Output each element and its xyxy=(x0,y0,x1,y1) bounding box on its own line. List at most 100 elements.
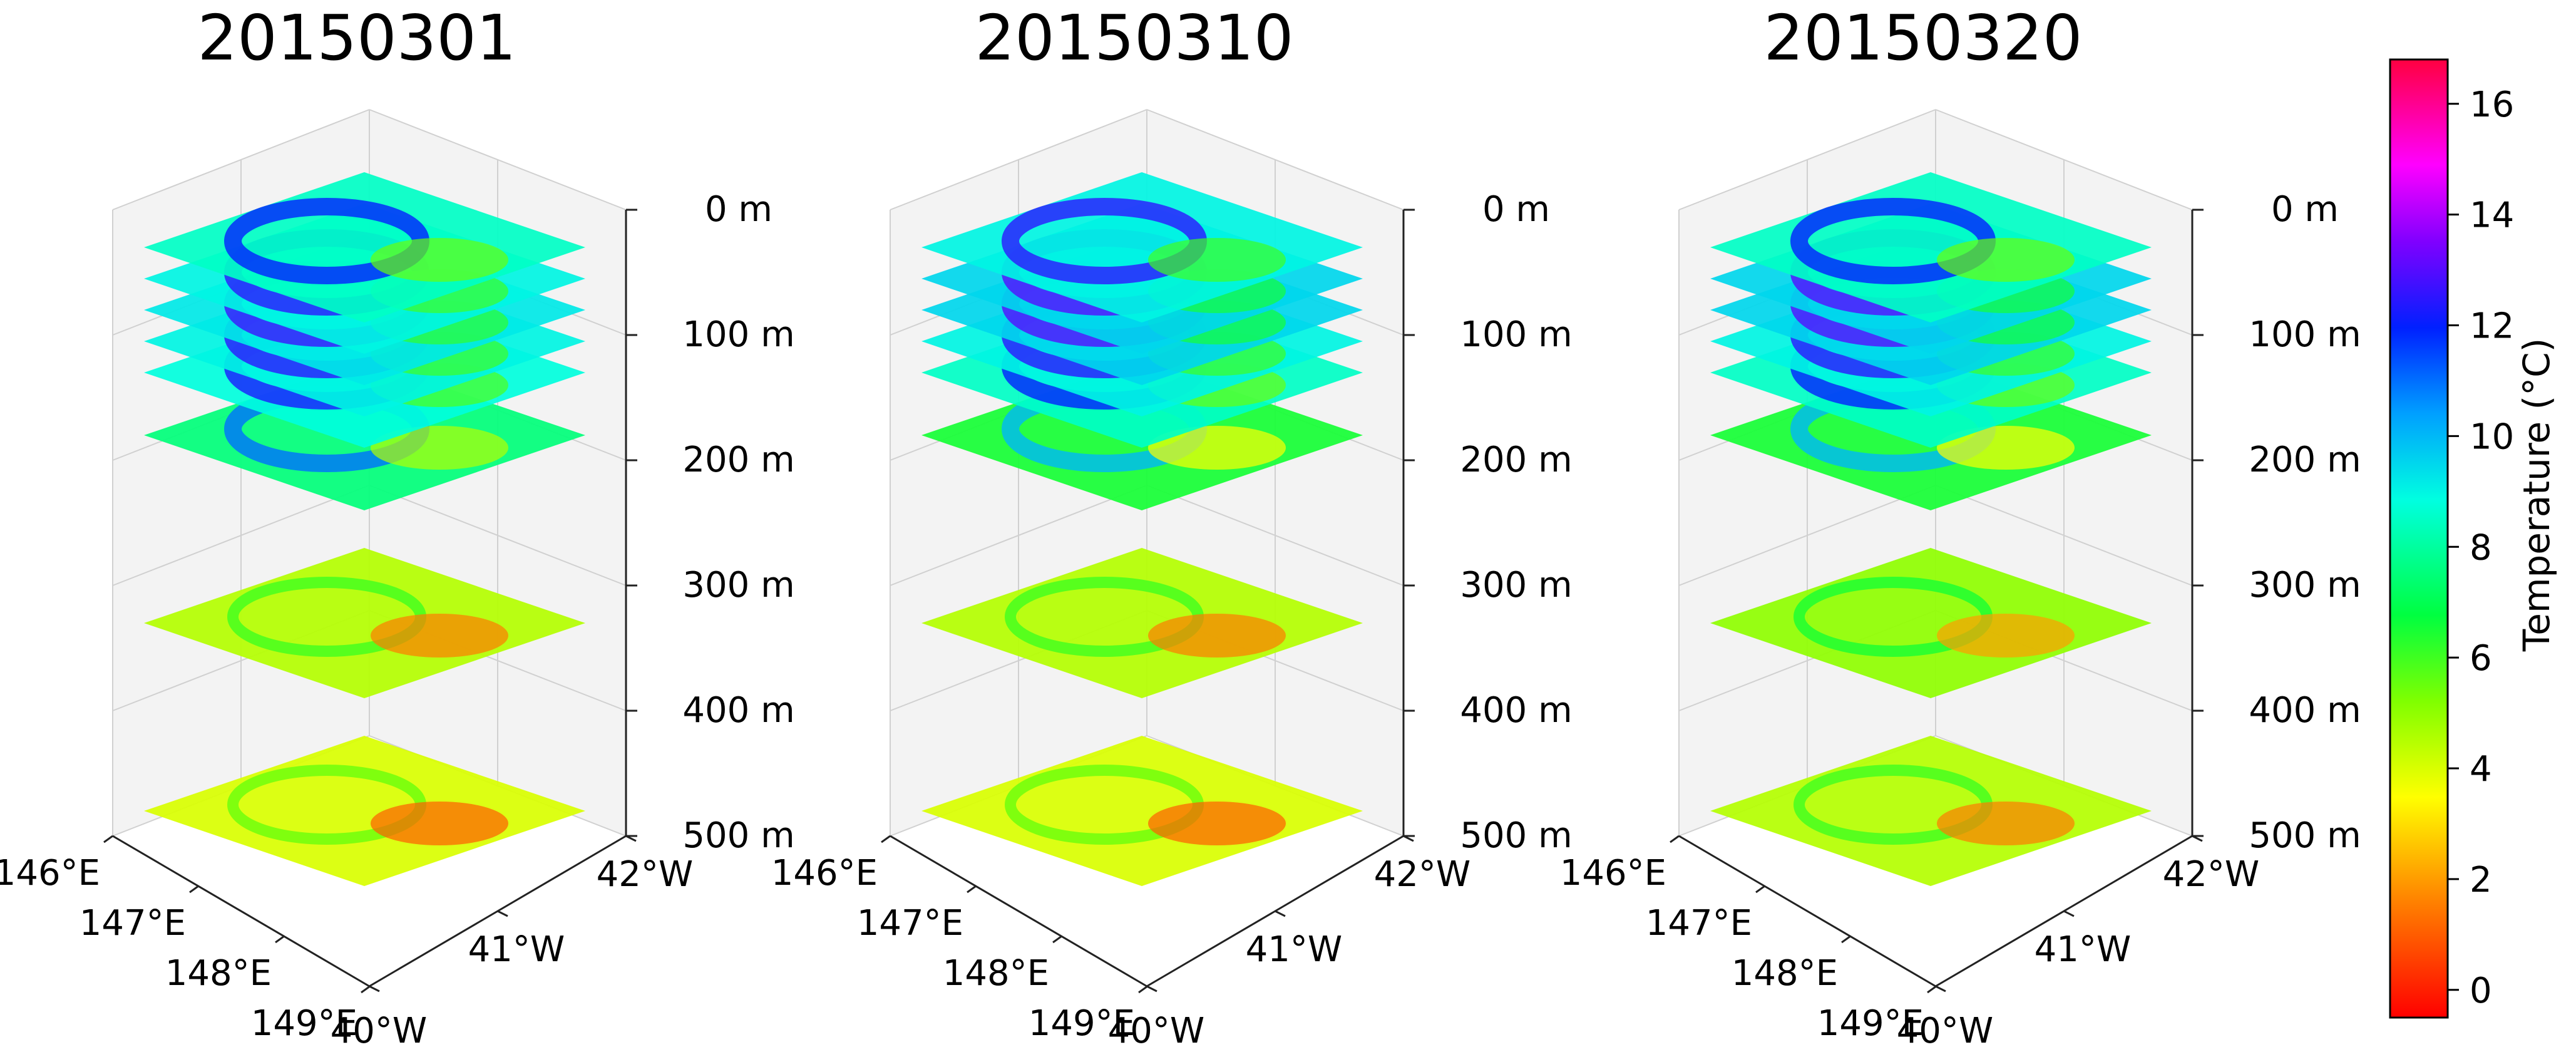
x-tick xyxy=(103,835,113,843)
slice-warm-patch xyxy=(1148,426,1286,470)
z-tick-label: 500 m xyxy=(682,815,794,856)
y-tick-label: 42°W xyxy=(1374,854,1471,895)
x-tick xyxy=(361,985,371,994)
z-tick-label: 100 m xyxy=(1460,314,1572,355)
depth-slice xyxy=(1710,548,2152,698)
panel-20150310: 0 m 100 m 200 m 300 m 400 m 500 m 146°E 147°E 14… xyxy=(771,109,1573,1047)
x-tick-label: 148°E xyxy=(1732,953,1838,994)
panel-title-20150301: 20150301 xyxy=(198,1,516,75)
colorbar-tick-label: 2 xyxy=(2470,860,2492,900)
z-tick-label: 300 m xyxy=(1460,565,1572,606)
colorbar-tick-label: 10 xyxy=(2470,416,2514,457)
grid-line xyxy=(1678,109,1936,210)
panel-title-20150310: 20150310 xyxy=(975,1,1294,75)
colorbar-label: Temperature (°C) xyxy=(2515,338,2558,652)
y-tick xyxy=(497,910,508,917)
y-tick-label: 40°W xyxy=(1108,1011,1205,1047)
y-tick xyxy=(369,985,380,993)
z-tick-label: 100 m xyxy=(682,314,794,355)
x-tick-label: 147°E xyxy=(857,903,963,944)
y-tick-label: 41°W xyxy=(2035,929,2132,970)
x-axis xyxy=(890,835,1147,988)
slice-warm-patch xyxy=(1148,614,1286,658)
z-tick-label: 100 m xyxy=(2249,314,2361,355)
panel-20150320: 0 m 100 m 200 m 300 m 400 m 500 m 146°E 147°E 14… xyxy=(1560,109,2361,1047)
x-tick-label: 149°E xyxy=(1029,1003,1135,1044)
x-tick xyxy=(1670,835,1680,843)
colorbar-tick-label: 16 xyxy=(2470,85,2514,125)
y-tick-label: 40°W xyxy=(1897,1011,1994,1047)
slice-warm-patch xyxy=(1937,238,2075,282)
z-tick-label: 400 m xyxy=(1460,690,1572,731)
colorbar-tick-label: 6 xyxy=(2470,638,2492,679)
slice-warm-patch xyxy=(371,614,508,658)
slice-warm-patch xyxy=(371,426,508,470)
y-tick-label: 42°W xyxy=(2163,854,2260,895)
colorbar-tick-label: 14 xyxy=(2470,195,2514,236)
z-tick-label: 0 m xyxy=(705,189,772,230)
x-tick-label: 149°E xyxy=(1817,1003,1924,1044)
colorbar-tick-label: 12 xyxy=(2470,306,2514,347)
y-tick xyxy=(1146,985,1157,993)
slice-warm-patch xyxy=(1937,426,2075,470)
x-tick xyxy=(1927,985,1937,994)
x-tick xyxy=(1138,985,1148,994)
y-tick-label: 42°W xyxy=(597,854,694,895)
x-tick xyxy=(881,835,891,843)
x-axis xyxy=(112,835,370,988)
slice-warm-patch xyxy=(371,238,508,282)
x-tick xyxy=(1052,935,1062,944)
depth-slice xyxy=(1710,736,2152,886)
x-tick xyxy=(967,885,977,894)
y-tick xyxy=(625,835,637,842)
z-tick-label: 200 m xyxy=(2249,440,2361,480)
x-axis xyxy=(1678,835,1936,988)
x-tick-label: 146°E xyxy=(0,853,100,894)
depth-slice xyxy=(921,548,1363,698)
y-tick xyxy=(1403,835,1414,842)
x-tick-label: 146°E xyxy=(771,853,878,894)
slice-warm-patch xyxy=(1148,238,1286,282)
slice-warm-patch xyxy=(1937,614,2075,658)
z-tick-label: 300 m xyxy=(682,565,794,606)
x-tick xyxy=(275,935,285,944)
x-tick-label: 147°E xyxy=(80,903,186,944)
y-tick-label: 41°W xyxy=(1246,929,1343,970)
z-tick-label: 200 m xyxy=(1460,440,1572,480)
z-tick-label: 500 m xyxy=(2249,815,2361,856)
x-tick-label: 149°E xyxy=(251,1003,357,1044)
slice-warm-patch xyxy=(1937,802,2075,845)
z-tick-label: 0 m xyxy=(2271,189,2339,230)
y-tick-label: 40°W xyxy=(331,1011,428,1047)
z-tick-label: 400 m xyxy=(2249,690,2361,731)
grid-line xyxy=(890,109,1147,210)
y-tick xyxy=(1935,985,1946,993)
x-tick-label: 147°E xyxy=(1646,903,1752,944)
x-tick xyxy=(1841,935,1851,944)
depth-slices xyxy=(1710,172,2152,886)
slice-warm-patch xyxy=(1148,802,1286,845)
depth-slice xyxy=(921,736,1363,886)
z-tick-label: 500 m xyxy=(1460,815,1572,856)
depth-slices xyxy=(921,172,1363,886)
grid-line xyxy=(112,109,370,210)
y-tick xyxy=(1275,910,1286,917)
slice-warm-patch xyxy=(371,802,508,845)
x-tick xyxy=(189,885,199,894)
x-tick xyxy=(1755,885,1765,894)
panel-20150301: 0 m 100 m 200 m 300 m 400 m 500 m 146°E 147°E 14… xyxy=(0,109,795,1047)
z-tick-label: 0 m xyxy=(1482,189,1550,230)
x-tick-label: 146°E xyxy=(1560,853,1666,894)
colorbar-tick-label: 4 xyxy=(2470,749,2492,790)
depth-slice xyxy=(144,736,585,886)
x-tick-label: 148°E xyxy=(943,953,1049,994)
colorbar-tick-label: 0 xyxy=(2470,971,2492,1011)
colorbar-gradient xyxy=(2389,58,2449,1019)
z-tick-label: 400 m xyxy=(682,690,794,731)
y-tick-label: 41°W xyxy=(468,929,565,970)
depth-slices xyxy=(144,172,585,886)
colorbar-tick-label: 8 xyxy=(2470,527,2492,568)
x-tick-label: 148°E xyxy=(165,953,272,994)
y-tick xyxy=(2063,910,2075,917)
